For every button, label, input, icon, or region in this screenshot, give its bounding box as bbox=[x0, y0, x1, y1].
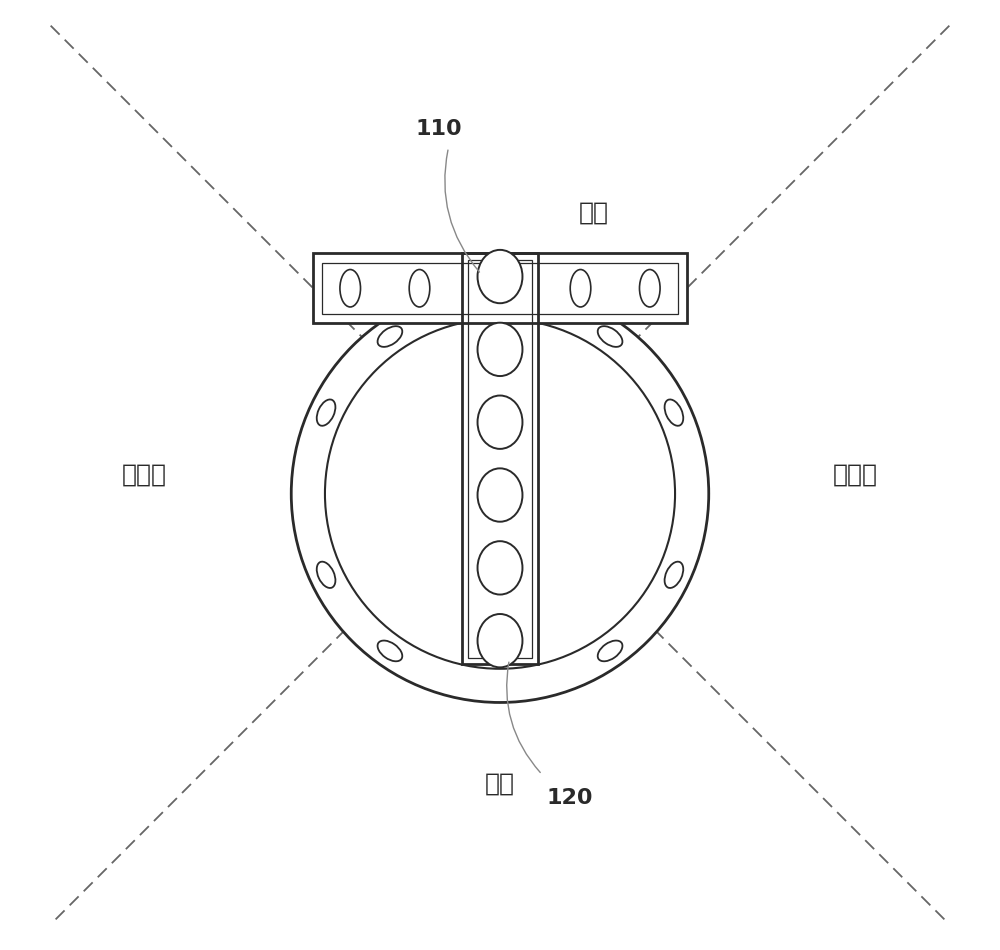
Ellipse shape bbox=[598, 326, 622, 347]
Text: 110: 110 bbox=[416, 119, 462, 139]
Bar bbox=[313, 253, 687, 323]
Bar bbox=[468, 259, 532, 657]
Ellipse shape bbox=[639, 270, 660, 307]
Ellipse shape bbox=[478, 323, 522, 376]
Ellipse shape bbox=[598, 640, 622, 661]
Ellipse shape bbox=[478, 542, 522, 595]
Bar bbox=[313, 253, 687, 323]
Ellipse shape bbox=[317, 561, 335, 588]
Ellipse shape bbox=[378, 326, 402, 347]
Bar bbox=[322, 262, 678, 314]
Ellipse shape bbox=[665, 561, 683, 588]
Ellipse shape bbox=[478, 614, 522, 667]
Ellipse shape bbox=[478, 250, 522, 303]
Ellipse shape bbox=[665, 399, 683, 426]
Circle shape bbox=[291, 285, 709, 702]
Text: 右手边: 右手边 bbox=[833, 463, 878, 487]
Ellipse shape bbox=[409, 270, 430, 307]
Text: 120: 120 bbox=[547, 788, 593, 808]
Text: 后面: 后面 bbox=[485, 772, 515, 796]
Ellipse shape bbox=[570, 270, 591, 307]
Circle shape bbox=[325, 318, 675, 669]
Ellipse shape bbox=[478, 468, 522, 522]
Bar bbox=[462, 253, 538, 664]
Text: 前面: 前面 bbox=[579, 200, 609, 225]
Text: 左手边: 左手边 bbox=[122, 463, 167, 487]
Ellipse shape bbox=[340, 270, 361, 307]
Bar bbox=[462, 253, 538, 664]
Ellipse shape bbox=[478, 395, 522, 449]
Ellipse shape bbox=[378, 640, 402, 661]
Ellipse shape bbox=[317, 399, 335, 426]
